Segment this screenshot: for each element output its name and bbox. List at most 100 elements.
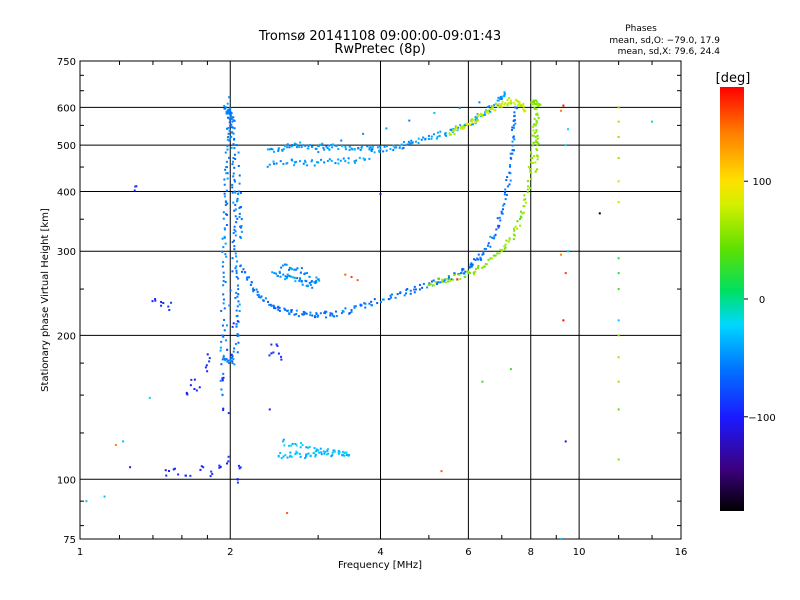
data-point [231,362,234,365]
data-point [284,278,287,281]
data-point [294,280,297,283]
data-point [499,219,502,222]
data-point [234,157,237,160]
data-point [560,538,563,540]
data-point [286,275,289,278]
data-point [275,343,278,346]
data-point [134,185,137,188]
data-point [513,229,516,232]
data-point [227,359,230,362]
data-point [498,252,501,255]
data-point [277,147,280,150]
data-point [402,141,405,144]
data-point [231,257,234,260]
data-point [288,146,291,149]
data-point [430,137,433,140]
data-point [347,157,350,160]
data-point [380,301,383,304]
data-point [222,372,225,375]
data-point [268,354,271,357]
data-point [484,263,487,266]
data-point [481,114,484,117]
data-point [231,360,234,363]
data-point [226,172,229,175]
data-point [359,303,362,306]
data-point [324,310,327,313]
data-point [323,148,326,151]
data-point [249,283,252,286]
data-point [482,252,485,255]
data-point [337,451,340,454]
colorbar-tick-label: −100 [748,413,775,424]
data-point [360,145,363,148]
data-point [304,456,307,459]
data-point [457,126,460,129]
data-point [221,324,224,327]
data-point [474,116,477,119]
data-point [512,126,515,129]
data-point [455,126,458,129]
data-point [223,329,226,332]
data-point [305,312,308,315]
data-point [421,286,424,289]
data-point [534,99,537,102]
data-point [280,358,283,361]
data-point [329,312,332,315]
data-point [407,140,410,143]
data-point [344,146,347,149]
data-point [255,288,258,291]
data-point [284,308,287,311]
data-point [228,129,231,132]
data-point [331,314,334,317]
data-point [162,302,165,305]
data-point [617,334,620,337]
data-point [471,123,474,126]
data-point [536,158,539,161]
data-point [235,200,238,203]
data-point [508,237,511,240]
data-point [233,147,236,150]
data-point [269,303,272,306]
data-point [496,217,499,220]
data-point [315,281,318,284]
data-point [315,450,318,453]
data-point [503,92,506,95]
data-point [224,106,227,109]
data-point [402,146,405,149]
data-point [362,132,365,135]
data-point [503,95,506,98]
data-point [272,307,275,310]
data-point [286,273,289,276]
data-point [225,160,228,163]
data-point [305,446,308,449]
data-point [221,250,224,253]
data-point [185,392,188,395]
data-point [567,128,570,131]
data-point [536,141,539,144]
data-point [531,157,534,160]
data-point [414,288,417,291]
data-point [226,116,229,119]
data-point [282,148,285,151]
data-point [339,159,342,162]
data-point [221,237,224,240]
data-point [484,248,487,251]
data-point [511,152,514,155]
data-point [229,138,232,141]
data-point [221,358,224,361]
data-point [164,469,167,472]
data-point [463,126,466,129]
data-point [236,197,239,200]
data-point [236,320,239,323]
data-point [311,159,314,162]
data-point [154,299,157,302]
data-point [512,135,515,138]
data-point [475,120,478,123]
data-point [509,163,512,166]
data-point [299,277,302,280]
data-point [135,185,138,188]
data-point [233,228,236,231]
data-point [242,268,245,271]
data-point [227,412,230,415]
data-point [277,352,280,355]
